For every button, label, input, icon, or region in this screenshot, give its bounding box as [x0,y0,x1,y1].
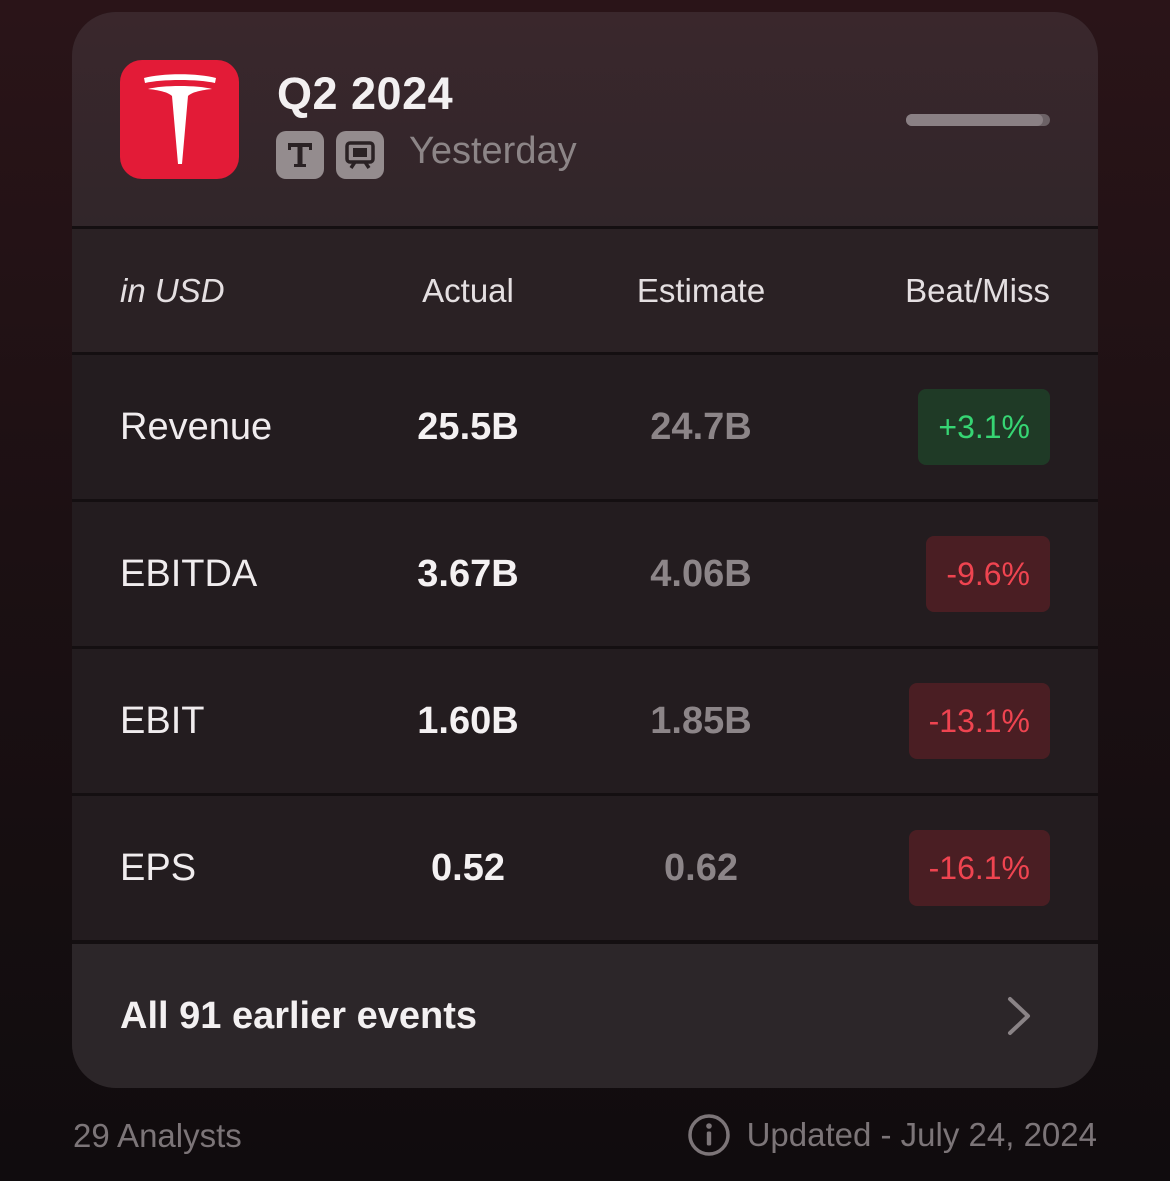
actual-value: 25.5B [417,406,519,448]
table-header: in USD Actual Estimate Beat/Miss [72,229,1098,352]
table-row: EPS 0.52 0.62 -16.1% [72,796,1098,940]
actual-value: 3.67B [417,553,519,595]
loading-bar [906,114,1050,126]
beat-miss-badge: -13.1% [908,683,1050,759]
card-header: Q2 2024 Yesterday [72,12,1098,227]
estimate-value: 4.06B [650,553,752,595]
metric-label: EBITDA [120,553,258,595]
transcript-icon[interactable] [276,131,324,179]
loading-bar-fill [906,114,1043,126]
table-row: EBIT 1.60B 1.85B -13.1% [72,649,1098,793]
actual-value: 1.60B [417,700,519,742]
event-time: Yesterday [409,130,577,172]
column-header-actual: Actual [422,272,514,309]
presentation-icon[interactable] [336,131,384,179]
column-header-estimate: Estimate [636,272,766,309]
estimate-value: 24.7B [650,406,752,448]
table-row: Revenue 25.5B 24.7B +3.1% [72,355,1098,499]
column-header-unit: in USD [120,272,225,309]
earlier-events-link[interactable]: All 91 earlier events [72,944,1098,1088]
column-header-beat-miss: Beat/Miss [905,272,1050,309]
info-icon[interactable] [687,1113,731,1157]
estimate-value: 0.62 [664,847,738,889]
estimate-value: 1.85B [650,700,752,742]
divider [72,352,1098,355]
updated-info: Updated - July 24, 2024 [687,1113,1097,1157]
divider [72,793,1098,796]
table-row: EBITDA 3.67B 4.06B -9.6% [72,502,1098,646]
quarter-title: Q2 2024 [277,68,454,119]
chevron-right-icon [1008,997,1030,1035]
divider [72,646,1098,649]
actual-value: 0.52 [431,847,505,889]
analyst-count: 29 Analysts [73,1117,242,1154]
divider [72,226,1098,229]
tesla-logo [120,60,239,179]
updated-date: Updated - July 24, 2024 [746,1116,1097,1153]
metric-label: EBIT [120,700,205,742]
divider [72,499,1098,502]
metric-label: EPS [120,847,197,889]
beat-miss-badge: -16.1% [908,830,1050,906]
divider [72,940,1098,944]
beat-miss-badge: -9.6% [926,536,1050,612]
metric-label: Revenue [120,406,273,448]
earlier-events-label: All 91 earlier events [120,995,477,1037]
tesla-logo-icon [143,73,216,164]
beat-miss-badge: +3.1% [918,389,1050,465]
earnings-card: Q2 2024 Yesterday in USD Actual Estimate… [72,12,1098,1088]
